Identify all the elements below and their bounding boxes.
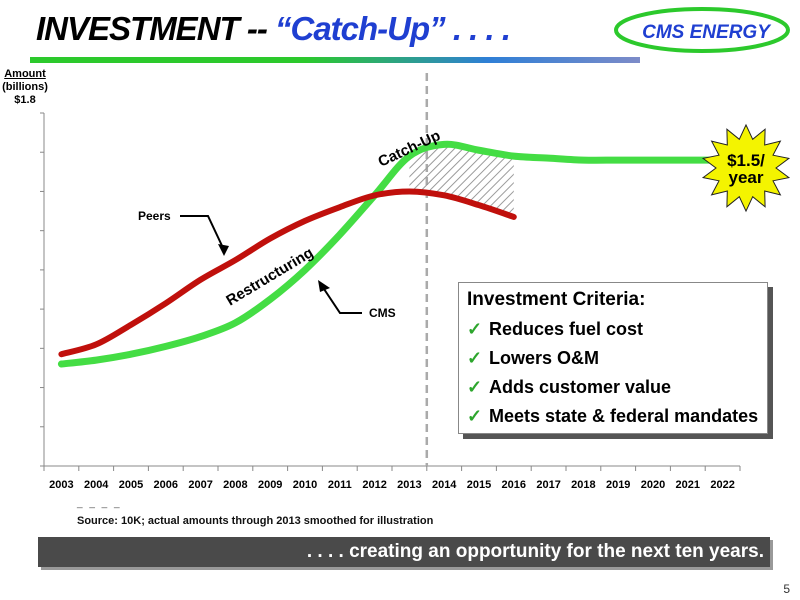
cms-arrowhead [318, 280, 330, 292]
x-tick-label: 2011 [328, 479, 352, 491]
x-tick-label: 2009 [258, 479, 282, 491]
x-tick-label: 2005 [119, 479, 143, 491]
cms-energy-logo: CMS ENERGY [614, 7, 790, 53]
x-tick-label: 2010 [293, 479, 317, 491]
peers-label: Peers [138, 209, 171, 223]
x-tick-label: 2015 [467, 479, 491, 491]
check-icon: ✓ [467, 377, 483, 397]
chart-axes: 2003 2004 2005 2006 2007 2008 2009 2010 2011 2012… [40, 73, 741, 491]
x-tick-label: 2018 [571, 479, 595, 491]
starburst-text-line2: year [729, 168, 764, 187]
series-line-cms [57, 140, 727, 368]
x-tick-label: 2021 [676, 479, 700, 491]
peers-arrowhead [218, 244, 229, 256]
criteria-item: ✓ Adds customer value [467, 373, 759, 402]
footer-banner: . . . . creating an opportunity for the … [38, 537, 770, 567]
logo-text: CMS ENERGY [642, 22, 772, 43]
y-tick-top: $1.8 [14, 94, 36, 106]
x-tick-label: 2006 [154, 479, 178, 491]
page-title-accent: “Catch-Up” . . . . [275, 10, 511, 47]
series-line-peers [58, 188, 517, 358]
criteria-item: ✓ Meets state & federal mandates [467, 402, 759, 431]
x-tick-label: 2003 [49, 479, 73, 491]
x-tick-label: 2004 [84, 479, 109, 491]
x-tick-label: 2012 [362, 479, 386, 491]
x-tick-label: 2016 [502, 479, 526, 491]
x-tick-label: 2019 [606, 479, 630, 491]
check-icon: ✓ [467, 348, 483, 368]
source-rule: _ _ _ _ [77, 498, 122, 509]
x-tick-label: 2022 [710, 479, 734, 491]
x-tick-label: 2007 [188, 479, 212, 491]
cms-label: CMS [369, 306, 396, 320]
source-note: Source: 10K; actual amounts through 2013… [77, 515, 434, 527]
criteria-item-text: Adds customer value [489, 377, 672, 397]
investment-criteria-box: Investment Criteria: ✓ Reduces fuel cost … [458, 282, 768, 434]
criteria-item-text: Reduces fuel cost [489, 319, 644, 339]
series-lines [57, 140, 727, 368]
catch-up-hatch-area [409, 144, 514, 217]
check-icon: ✓ [467, 406, 483, 426]
starburst-text-line1: $1.5/ [727, 151, 765, 170]
x-tick-label: 2014 [432, 479, 457, 491]
catch-up-gap-area [409, 144, 514, 217]
page-title: INVESTMENT -- “Catch-Up” . . . . [36, 10, 511, 48]
starburst-badge [701, 123, 791, 213]
cms-pointer [321, 285, 362, 314]
criteria-item: ✓ Lowers O&M [467, 344, 759, 373]
page-title-main: INVESTMENT -- [36, 10, 268, 47]
x-tick-label: 2008 [223, 479, 247, 491]
criteria-list: ✓ Reduces fuel cost ✓ Lowers O&M ✓ Adds cus… [467, 315, 759, 431]
x-tick-label: 2013 [397, 479, 421, 491]
check-icon: ✓ [467, 319, 483, 339]
criteria-item-text: Meets state & federal mandates [489, 406, 759, 426]
page-number: 5 [783, 582, 790, 596]
criteria-item-text: Lowers O&M [489, 348, 600, 368]
x-tick-label: 2020 [641, 479, 665, 491]
peers-pointer [180, 215, 225, 251]
criteria-item: ✓ Reduces fuel cost [467, 315, 759, 344]
y-axis-label-line2: (billions) [2, 81, 48, 93]
x-tick-label: 2017 [536, 479, 560, 491]
y-axis-label: Amount (billions) $1.8 [0, 68, 50, 107]
title-rule [30, 57, 640, 63]
y-axis-label-line1: Amount [4, 68, 46, 80]
criteria-heading: Investment Criteria: [467, 289, 646, 310]
